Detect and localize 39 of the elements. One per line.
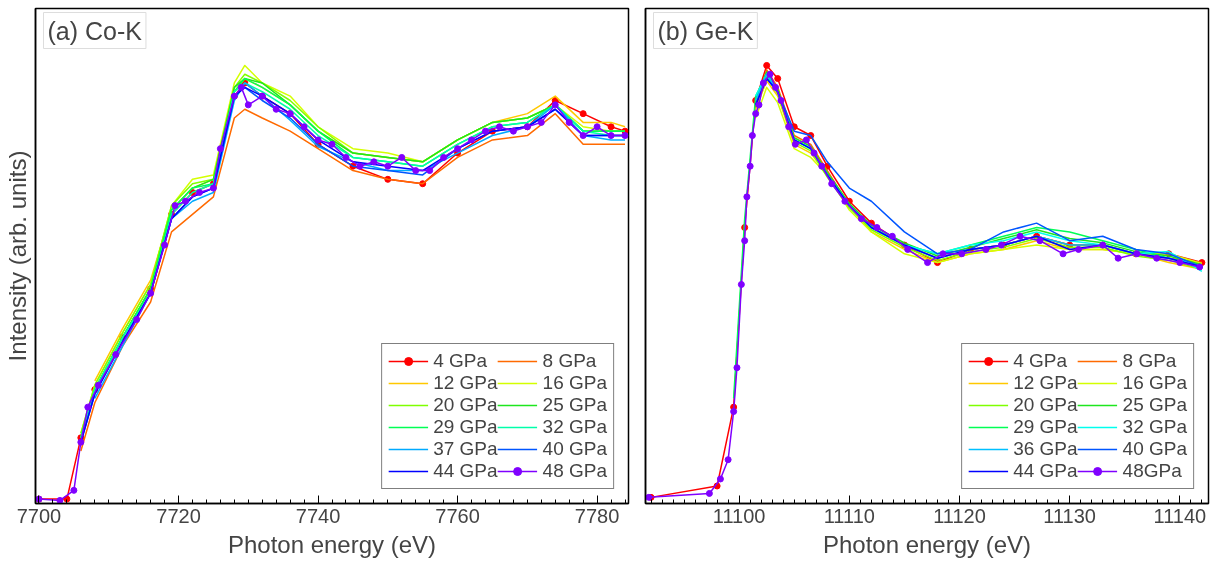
legend-label: 4 GPa [1013,350,1067,372]
legend-label: 8 GPa [542,350,597,372]
legend-label: 36 GPa [1013,438,1078,460]
x-axis-title: Photon energy (eV) [822,530,1032,558]
y-axis-title: Intensity (arb. units) [3,150,31,362]
x-tick-label: 7720 [156,504,201,527]
legend-label: 29 GPa [433,416,498,438]
legend-label: 20 GPa [433,394,498,416]
legend-label: 12 GPa [433,372,498,394]
x-tick-label: 11140 [1153,504,1207,527]
x-tick-label: 11120 [933,504,986,527]
legend-label: 32 GPa [1122,416,1187,438]
legend-label: 44 GPa [433,460,498,482]
x-tick-label: 11130 [1043,504,1097,527]
legend-label: 16 GPa [1122,372,1187,394]
chart-title: (a) Co-K [47,16,143,45]
legend-label: 16 GPa [542,372,607,394]
x-tick-label: 7760 [435,504,480,527]
x-tick-label: 7780 [574,504,620,527]
legend-label: 4 GPa [433,350,487,372]
legend-label: 48 GPa [542,460,607,482]
legend-label: 12 GPa [1013,372,1078,394]
chart-title: (b) Ge-K [657,16,754,45]
x-axis-title: Photon energy (eV) [227,530,437,558]
legend-label: 29 GPa [1013,416,1078,438]
x-tick-label: 7700 [16,504,62,527]
legend-label: 32 GPa [542,416,607,438]
legend-label: 40 GPa [542,438,607,460]
legend-label: 25 GPa [1122,394,1187,416]
x-tick-label: 11110 [823,504,875,527]
legend-label: 48GPa [1122,460,1182,482]
x-tick-label: 7740 [295,504,341,527]
legend-label: 40 GPa [1122,438,1187,460]
x-tick-label: 11100 [712,504,766,527]
legend-label: 8 GPa [1122,350,1177,372]
legend-label: 25 GPa [542,394,607,416]
legend-label: 44 GPa [1013,460,1078,482]
legend-label: 20 GPa [1013,394,1078,416]
legend-label: 37 GPa [433,438,498,460]
